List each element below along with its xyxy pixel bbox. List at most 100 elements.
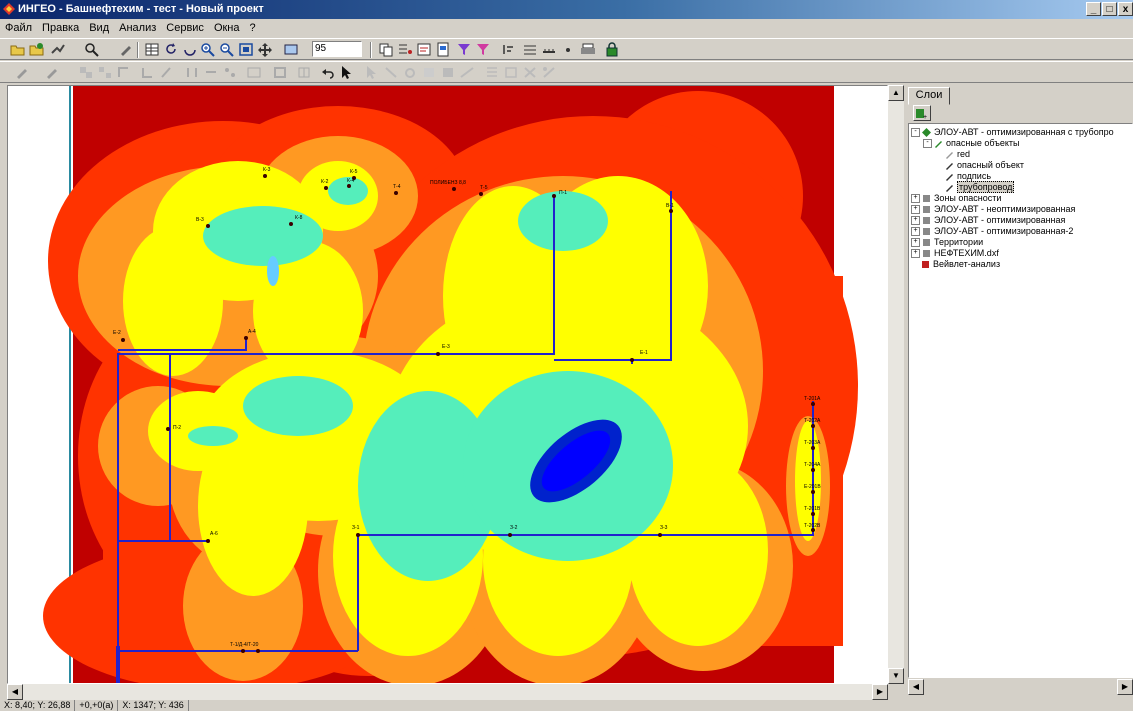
pointer-icon[interactable] xyxy=(364,65,380,80)
document-icon[interactable] xyxy=(435,42,451,57)
layer-tree[interactable]: - ЭЛОУ-АВТ - оптимизированная с трубопро … xyxy=(908,123,1133,678)
aqua-hazard-zone xyxy=(188,177,673,581)
split-icon[interactable] xyxy=(184,65,200,80)
select-icon[interactable] xyxy=(339,65,355,80)
tool-icon[interactable] xyxy=(118,42,134,57)
group-icon[interactable] xyxy=(78,65,94,80)
grid-icon[interactable] xyxy=(522,42,538,57)
label-icon[interactable] xyxy=(246,65,262,80)
layer-item-neftekhim[interactable]: + НЕФТЕХИМ.dxf xyxy=(911,248,999,259)
find-icon[interactable] xyxy=(84,42,100,57)
properties-icon[interactable] xyxy=(397,42,413,57)
vertex-icon[interactable] xyxy=(222,65,238,80)
measure-icon[interactable] xyxy=(541,42,557,57)
layer-item-territories[interactable]: + Территории xyxy=(911,237,983,248)
align-icon[interactable] xyxy=(501,42,517,57)
panel-scroll-left-button[interactable]: ◀ xyxy=(908,679,924,695)
cut-icon[interactable] xyxy=(541,65,557,80)
table-icon[interactable] xyxy=(144,42,160,57)
scroll-up-button[interactable]: ▲ xyxy=(888,85,904,101)
refresh-icon[interactable] xyxy=(163,42,179,57)
filter-clear-icon[interactable] xyxy=(475,42,491,57)
expand-icon[interactable]: + xyxy=(911,238,920,248)
zoom-extent-icon[interactable] xyxy=(238,42,254,57)
map-vertical-scrollbar[interactable]: ▲ ▼ xyxy=(888,85,904,684)
ungroup-icon[interactable] xyxy=(97,65,113,80)
map-label-r6: Т-201В xyxy=(804,506,821,512)
maximize-button[interactable]: □ xyxy=(1102,2,1117,16)
copy-icon[interactable] xyxy=(378,42,394,57)
zoom-input[interactable]: 95 xyxy=(312,41,362,57)
layer-item-optimized[interactable]: + ЭЛОУ-АВТ - оптимизированная xyxy=(911,215,1065,226)
scroll-left-button[interactable]: ◀ xyxy=(7,684,23,700)
open-layer-icon[interactable] xyxy=(29,42,45,57)
connect-icon[interactable] xyxy=(50,42,66,57)
attribute-icon[interactable] xyxy=(484,65,500,80)
edit-tool-icon[interactable] xyxy=(44,65,60,80)
menu-view[interactable]: Вид xyxy=(89,22,110,34)
map-label-r1: Т-201А xyxy=(804,396,821,402)
layer-item-red[interactable]: red xyxy=(945,149,970,160)
menu-edit[interactable]: Правка xyxy=(42,22,80,34)
map-horizontal-scrollbar[interactable]: ◀ ▶ xyxy=(7,684,888,700)
shape-icon[interactable] xyxy=(421,65,437,80)
filter-icon[interactable] xyxy=(456,42,472,57)
menu-help[interactable]: ? xyxy=(249,22,256,34)
expand-icon[interactable]: + xyxy=(911,205,920,215)
transform-icon[interactable] xyxy=(459,65,475,80)
hazard-zone-map[interactable]: К-3 К-2 К-5 Т-4 ПОЛИБЕНЗ 8,8 Т-5 В-3 К-8… xyxy=(8,86,888,684)
menu-service[interactable]: Сервис xyxy=(166,22,204,34)
close-button[interactable]: x xyxy=(1118,2,1133,16)
menu-analysis[interactable]: Анализ xyxy=(119,22,157,34)
layer-item-danger-zones[interactable]: + Зоны опасности xyxy=(911,193,1001,204)
minimize-button[interactable]: _ xyxy=(1086,2,1101,16)
open-icon[interactable] xyxy=(10,42,26,57)
expand-icon[interactable]: + xyxy=(911,249,920,259)
fill-icon[interactable] xyxy=(440,65,456,80)
lock-icon[interactable] xyxy=(604,42,620,57)
expand-icon[interactable]: + xyxy=(911,194,920,204)
layer-item-optimized-2[interactable]: + ЭЛОУ-АВТ - оптимизированная-2 xyxy=(911,226,1073,237)
query-icon[interactable] xyxy=(503,65,519,80)
tab-layers[interactable]: Слои xyxy=(908,87,950,105)
frame-icon[interactable] xyxy=(272,65,288,80)
layout-icon[interactable] xyxy=(296,65,312,80)
zoom-out-icon[interactable] xyxy=(219,42,235,57)
scroll-right-button[interactable]: ▶ xyxy=(872,684,888,700)
layer-item-label[interactable]: подпись xyxy=(945,171,991,182)
expand-icon[interactable]: + xyxy=(911,216,920,226)
menu-windows[interactable]: Окна xyxy=(213,22,240,34)
collapse-icon[interactable]: - xyxy=(923,139,932,149)
layer-item-wavelet[interactable]: Вейвлет-анализ xyxy=(921,259,1000,270)
line-tool-icon[interactable] xyxy=(140,65,156,80)
scroll-down-button[interactable]: ▼ xyxy=(888,668,904,684)
edit-node-icon[interactable] xyxy=(402,65,418,80)
collapse-icon[interactable]: - xyxy=(911,128,920,138)
zoom-in-icon[interactable] xyxy=(200,42,216,57)
menu-file[interactable]: Файл xyxy=(5,22,33,34)
edit-tool-icon[interactable] xyxy=(14,65,30,80)
angle-icon[interactable] xyxy=(159,65,175,80)
layer-item-hazard-object[interactable]: опасный объект xyxy=(945,160,1024,171)
layer-item-pipeline[interactable]: трубопровод xyxy=(945,181,1015,193)
undo-icon[interactable] xyxy=(320,65,336,80)
window-title: ИНГЕО - Башнефтехим - тест - Новый проек… xyxy=(18,3,264,15)
expand-icon[interactable]: + xyxy=(911,227,920,237)
print-icon[interactable] xyxy=(580,42,596,57)
map-view[interactable]: К-3 К-2 К-5 Т-4 ПОЛИБЕНЗ 8,8 Т-5 В-3 К-8… xyxy=(7,85,888,684)
pan-icon[interactable] xyxy=(257,42,273,57)
layer-item-hazard-objects[interactable]: - опасные объекты xyxy=(923,138,1019,149)
layer-item-root[interactable]: - ЭЛОУ-АВТ - оптимизированная с трубопро xyxy=(911,127,1114,138)
panel-scroll-right-button[interactable]: ▶ xyxy=(1117,679,1133,695)
layer-item-unoptimized[interactable]: + ЭЛОУ-АВТ - неоптимизированная xyxy=(911,204,1075,215)
map-label-bottom: Т-1/Д-4/Т-20 xyxy=(230,642,259,648)
legend-icon[interactable] xyxy=(416,42,432,57)
point-icon[interactable] xyxy=(560,42,576,57)
snap-icon[interactable] xyxy=(116,65,132,80)
scale-icon[interactable] xyxy=(283,42,299,57)
delete-icon[interactable] xyxy=(522,65,538,80)
rotate-icon[interactable] xyxy=(182,42,198,57)
merge-icon[interactable] xyxy=(203,65,219,80)
add-layer-button[interactable]: + xyxy=(913,105,931,121)
node-icon[interactable] xyxy=(383,65,399,80)
